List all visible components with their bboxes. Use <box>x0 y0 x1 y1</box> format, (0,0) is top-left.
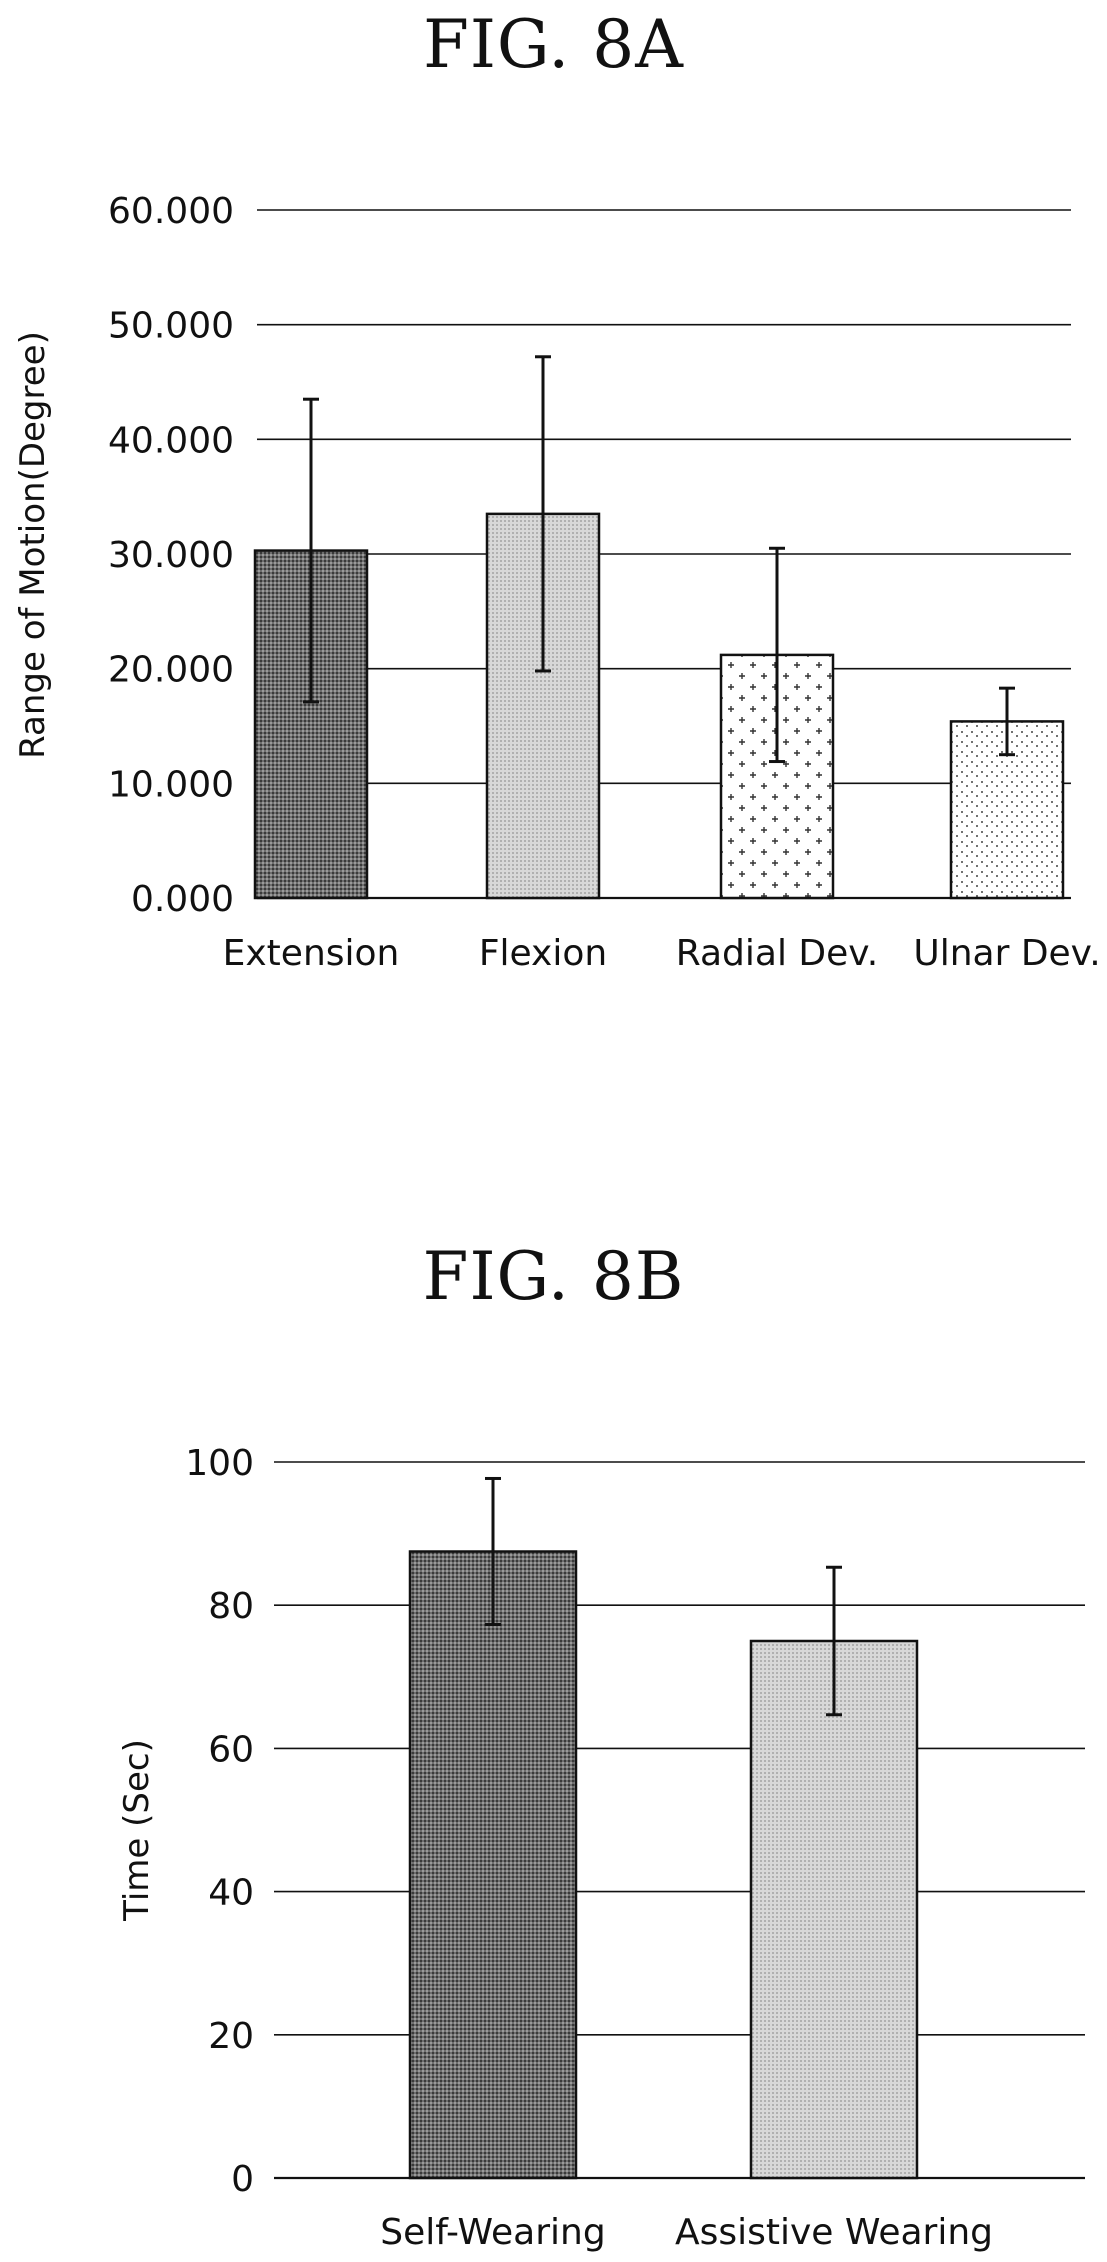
chart-8a-category-labels: Extension Flexion Radial Dev. Ulnar Dev. <box>223 933 1101 974</box>
y-tick-label: 60.000 <box>108 191 234 232</box>
y-tick-label: 0 <box>231 2159 254 2200</box>
error-bar <box>485 1476 501 1627</box>
error-bar <box>999 686 1015 757</box>
chart-8a-y-axis-title: Range of Motion(Degree) <box>13 331 53 759</box>
chart-8a-gridlines <box>257 209 1071 900</box>
chart-8b-y-axis-title: Time (Sec) <box>117 1739 157 1922</box>
y-tick-label: 10.000 <box>108 764 234 805</box>
y-tick-label: 60 <box>208 1729 254 1770</box>
chart-8b-category-labels: Self-Wearing Assistive Wearing <box>380 2212 993 2253</box>
chart-8a: 0.000 10.000 20.000 30.000 40.000 50.000 60.00… <box>13 191 1101 974</box>
chart-8b-bars <box>408 1550 919 2180</box>
chart-8b-gridlines <box>274 1461 1085 2180</box>
category-label: Flexion <box>479 933 607 974</box>
category-label: Extension <box>223 933 400 974</box>
bar-assistive-wearing <box>749 1639 919 2180</box>
error-bar <box>303 397 319 704</box>
y-tick-label: 40 <box>208 1873 254 1914</box>
chart-8a-bars <box>253 512 1065 900</box>
category-label: Self-Wearing <box>380 2212 605 2253</box>
bar-self-wearing <box>408 1550 578 2180</box>
chart-8b-error-bars <box>485 1476 842 1717</box>
chart-8b-y-tick-labels: 0 20 40 60 80 100 <box>185 1443 254 2200</box>
y-tick-label: 20.000 <box>108 650 234 691</box>
y-tick-label: 50.000 <box>108 306 234 347</box>
figure-8a-title: FIG. 8A <box>423 6 684 83</box>
error-bar <box>769 546 785 764</box>
y-tick-label: 100 <box>185 1443 254 1484</box>
category-label: Ulnar Dev. <box>913 933 1100 974</box>
category-label: Radial Dev. <box>676 933 878 974</box>
error-bar <box>535 355 551 673</box>
y-tick-label: 30.000 <box>108 535 234 576</box>
chart-8b: 0 20 40 60 80 100 Self-Wearing Assistive Weari… <box>117 1443 1085 2253</box>
y-tick-label: 80 <box>208 1586 254 1627</box>
y-tick-label: 20 <box>208 2016 254 2057</box>
category-label: Assistive Wearing <box>675 2212 993 2253</box>
chart-8a-error-bars <box>303 355 1015 764</box>
chart-8a-y-tick-labels: 0.000 10.000 20.000 30.000 40.000 50.000 60.00… <box>108 191 234 920</box>
error-bar <box>826 1565 842 1717</box>
figure-8b-title: FIG. 8B <box>422 1238 685 1315</box>
y-tick-label: 40.000 <box>108 420 234 461</box>
y-tick-label: 0.000 <box>131 879 234 920</box>
